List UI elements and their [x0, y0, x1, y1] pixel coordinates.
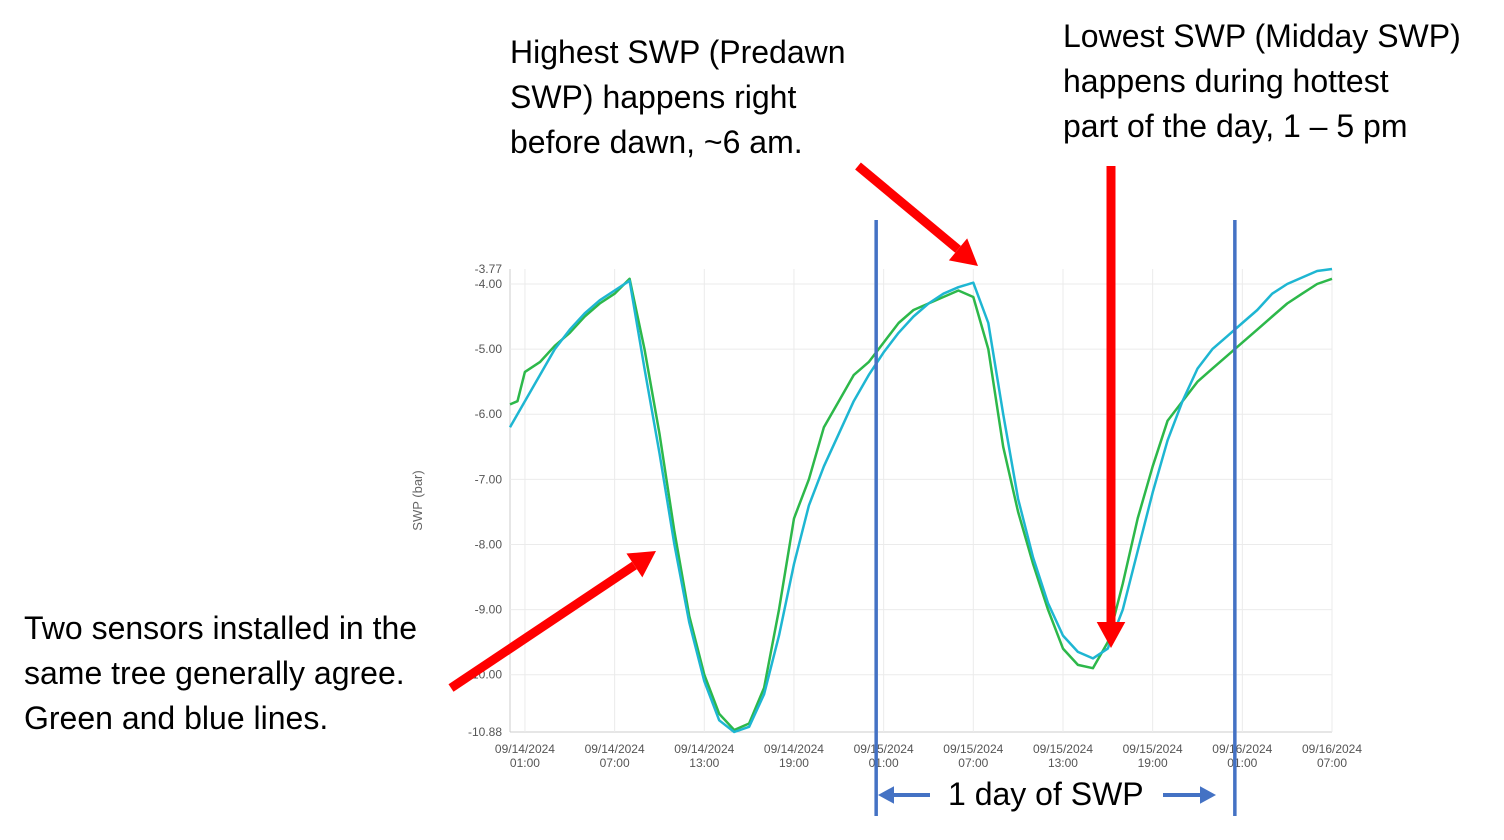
x-tick-date: 09/15/2024: [943, 742, 1003, 756]
y-axis-ticks: -3.77-4.00-5.00-6.00-7.00-8.00-9.00-10.0…: [468, 262, 502, 739]
x-tick-time: 19:00: [1138, 756, 1168, 770]
predawn-arrow: [855, 162, 961, 253]
x-tick-date: 09/14/2024: [495, 742, 555, 756]
midday-arrow-head: [1096, 622, 1126, 648]
x-tick-time: 13:00: [1048, 756, 1078, 770]
x-tick-date: 09/15/2024: [854, 742, 914, 756]
series-blue-line: [508, 267, 1333, 734]
x-tick-time: 01:00: [510, 756, 540, 770]
day-span-right-arrow-head: [1200, 786, 1216, 804]
one-day-label: 1 day of SWP: [948, 776, 1144, 812]
y-axis-label: SWP (bar): [410, 470, 425, 530]
annotation-arrows: [448, 162, 1216, 804]
chart-grid: [509, 269, 1333, 733]
y-tick-label: -6.00: [475, 407, 503, 421]
series-green-line: [509, 277, 1333, 732]
y-tick-label: -10.88: [468, 725, 502, 739]
x-tick-date: 09/16/2024: [1302, 742, 1362, 756]
x-tick-time: 01:00: [869, 756, 899, 770]
midday-annotation: Lowest SWP (Midday SWP) happens during h…: [1063, 18, 1461, 144]
x-tick-date: 09/14/2024: [585, 742, 645, 756]
x-tick-date: 09/16/2024: [1212, 742, 1272, 756]
y-tick-label: -3.77: [475, 262, 503, 276]
day-span-left-arrow-head: [878, 786, 894, 804]
x-tick-time: 07:00: [600, 756, 630, 770]
x-tick-time: 07:00: [1317, 756, 1347, 770]
sensors-arrow-head: [626, 551, 656, 578]
y-tick-label: -4.00: [475, 277, 503, 291]
chart-series: [508, 267, 1333, 734]
x-tick-time: 13:00: [689, 756, 719, 770]
sensors-arrow: [448, 561, 637, 692]
x-tick-time: 19:00: [779, 756, 809, 770]
x-tick-time: 01:00: [1227, 756, 1257, 770]
day-marker-lines: [874, 220, 1237, 816]
sensors-annotation: Two sensors installed in the same tree g…: [24, 610, 418, 736]
y-tick-label: -9.00: [475, 603, 503, 617]
x-tick-date: 09/15/2024: [1033, 742, 1093, 756]
predawn-annotation: Highest SWP (Predawn SWP) happens right …: [510, 34, 846, 160]
y-tick-label: -7.00: [475, 472, 503, 486]
x-tick-time: 07:00: [958, 756, 988, 770]
x-tick-date: 09/15/2024: [1123, 742, 1183, 756]
x-tick-date: 09/14/2024: [764, 742, 824, 756]
y-tick-label: -8.00: [475, 537, 503, 551]
x-tick-date: 09/14/2024: [674, 742, 734, 756]
x-axis-ticks: 09/14/202401:0009/14/202407:0009/14/2024…: [495, 742, 1362, 770]
predawn-arrow-head: [948, 238, 978, 266]
y-tick-label: -5.00: [475, 342, 503, 356]
